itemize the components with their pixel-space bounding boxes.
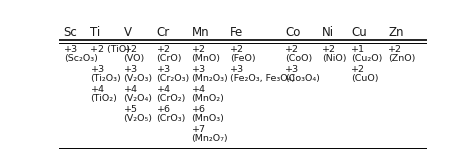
Text: Cu: Cu bbox=[351, 26, 367, 39]
Text: (MnO): (MnO) bbox=[191, 54, 220, 62]
Text: +2: +2 bbox=[351, 65, 365, 74]
Text: +3: +3 bbox=[285, 65, 299, 74]
Text: (Mn₂O₇): (Mn₂O₇) bbox=[191, 134, 228, 143]
Text: +4: +4 bbox=[156, 85, 171, 94]
Text: (ZnO): (ZnO) bbox=[388, 54, 415, 62]
Text: (Ti₂O₃): (Ti₂O₃) bbox=[91, 74, 121, 83]
Text: +3: +3 bbox=[91, 65, 105, 74]
Text: +3: +3 bbox=[64, 45, 78, 54]
Text: +7: +7 bbox=[191, 125, 206, 134]
Text: (CuO): (CuO) bbox=[351, 74, 379, 83]
Text: Cr: Cr bbox=[156, 26, 170, 39]
Text: (Mn₂O₃): (Mn₂O₃) bbox=[191, 74, 228, 83]
Text: +2: +2 bbox=[285, 45, 299, 54]
Text: Mn: Mn bbox=[191, 26, 209, 39]
Text: +5: +5 bbox=[124, 105, 137, 114]
Text: (Co₃O₄): (Co₃O₄) bbox=[285, 74, 320, 83]
Text: (VO): (VO) bbox=[124, 54, 145, 62]
Text: +3: +3 bbox=[124, 65, 137, 74]
Text: +4: +4 bbox=[91, 85, 104, 94]
Text: +2: +2 bbox=[156, 45, 171, 54]
Text: +2: +2 bbox=[322, 45, 336, 54]
Text: (Cr₂O₃): (Cr₂O₃) bbox=[156, 74, 190, 83]
Text: +3: +3 bbox=[156, 65, 171, 74]
Text: +2: +2 bbox=[191, 45, 206, 54]
Text: (Cu₂O): (Cu₂O) bbox=[351, 54, 383, 62]
Text: (MnO₃): (MnO₃) bbox=[191, 114, 224, 123]
Text: +6: +6 bbox=[156, 105, 171, 114]
Text: Sc: Sc bbox=[64, 26, 77, 39]
Text: Ni: Ni bbox=[322, 26, 334, 39]
Text: (MnO₂): (MnO₂) bbox=[191, 94, 224, 103]
Text: Ti: Ti bbox=[91, 26, 100, 39]
Text: (NiO): (NiO) bbox=[322, 54, 346, 62]
Text: (FeO): (FeO) bbox=[230, 54, 255, 62]
Text: +4: +4 bbox=[191, 85, 206, 94]
Text: +2: +2 bbox=[230, 45, 244, 54]
Text: (V₂O₄): (V₂O₄) bbox=[124, 94, 153, 103]
Text: (CrO): (CrO) bbox=[156, 54, 182, 62]
Text: +4: +4 bbox=[124, 85, 137, 94]
Text: (CrO₃): (CrO₃) bbox=[156, 114, 186, 123]
Text: (TiO₂): (TiO₂) bbox=[91, 94, 118, 103]
Text: +3: +3 bbox=[191, 65, 206, 74]
Text: (Fe₂O₃, Fe₃O₄): (Fe₂O₃, Fe₃O₄) bbox=[230, 74, 295, 83]
Text: +3: +3 bbox=[230, 65, 244, 74]
Text: +6: +6 bbox=[191, 105, 206, 114]
Text: Co: Co bbox=[285, 26, 301, 39]
Text: Zn: Zn bbox=[388, 26, 403, 39]
Text: (V₂O₃): (V₂O₃) bbox=[124, 74, 153, 83]
Text: +2: +2 bbox=[388, 45, 402, 54]
Text: (V₂O₅): (V₂O₅) bbox=[124, 114, 153, 123]
Text: +2: +2 bbox=[124, 45, 137, 54]
Text: +1: +1 bbox=[351, 45, 365, 54]
Text: V: V bbox=[124, 26, 132, 39]
Text: (CoO): (CoO) bbox=[285, 54, 312, 62]
Text: +2 (TiO): +2 (TiO) bbox=[91, 45, 130, 54]
Text: (CrO₂): (CrO₂) bbox=[156, 94, 186, 103]
Text: Fe: Fe bbox=[230, 26, 243, 39]
Text: (Sc₂O₃): (Sc₂O₃) bbox=[64, 54, 98, 62]
